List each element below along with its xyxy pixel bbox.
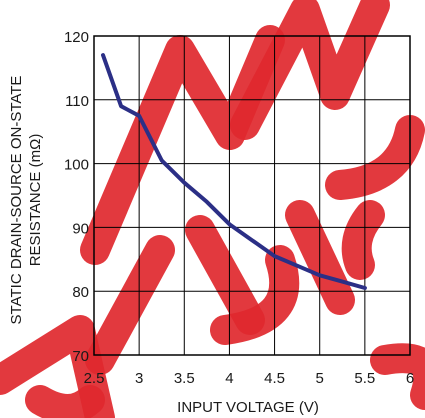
y-tick-label: 90 bbox=[72, 220, 89, 237]
x-tick-label: 5 bbox=[316, 370, 324, 387]
watermark-stroke-11 bbox=[25, 385, 105, 418]
y-tick-label: 120 bbox=[64, 29, 89, 46]
y-tick-labels: 70 80 90 100 110 120 bbox=[64, 29, 89, 365]
series-line bbox=[101, 53, 367, 290]
x-tick-label: 5.5 bbox=[354, 370, 375, 387]
plot-frame bbox=[93, 35, 411, 356]
watermark-stroke-7 bbox=[210, 245, 300, 345]
x-tick-label: 4 bbox=[225, 370, 233, 387]
watermark-stroke-5 bbox=[85, 235, 175, 375]
watermark-stroke-2 bbox=[230, 0, 390, 140]
watermark-stroke-10 bbox=[370, 343, 425, 410]
x-tick-label: 4.5 bbox=[264, 370, 285, 387]
y-axis-title-line2: RESISTANCE (mΩ) bbox=[27, 134, 44, 267]
x-tick-label: 6 bbox=[406, 370, 414, 387]
y-axis-title-line1: STATIC DRAIN-SOURCE ON-STATE bbox=[8, 76, 25, 325]
x-tick-labels: 2.5 3 3.5 4 4.5 5 5.5 6 bbox=[84, 370, 415, 387]
x-tick-label: 3.5 bbox=[174, 370, 195, 387]
x-axis-title: INPUT VOLTAGE (V) bbox=[177, 399, 319, 416]
x-tick-label: 3 bbox=[135, 370, 143, 387]
watermark-stroke-3 bbox=[325, 115, 425, 200]
y-tick-label: 110 bbox=[65, 93, 89, 110]
watermark-stroke-1 bbox=[80, 25, 285, 265]
watermark-stroke-9 bbox=[341, 200, 385, 280]
x-tick-label: 2.5 bbox=[84, 370, 105, 387]
watermark-stroke-6 bbox=[185, 215, 265, 335]
y-tick-label: 70 bbox=[72, 348, 89, 365]
y-tick-label: 100 bbox=[64, 157, 89, 174]
y-tick-label: 80 bbox=[72, 284, 89, 301]
